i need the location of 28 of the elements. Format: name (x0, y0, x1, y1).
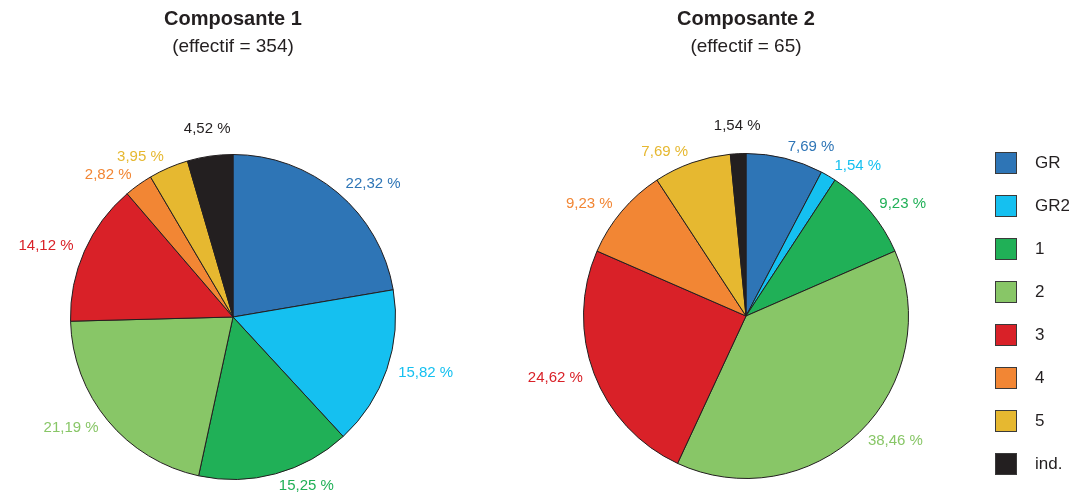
legend-label: 4 (1035, 368, 1045, 388)
chart-title: Composante 2 (676, 7, 816, 30)
data-label: 7,69 % (787, 136, 835, 154)
legend-label: GR2 (1035, 196, 1069, 216)
data-label: 1,54 % (834, 155, 882, 173)
data-label: 9,23 % (879, 193, 927, 211)
legend-label: 1 (1035, 239, 1045, 259)
data-label: 1,54 % (713, 116, 761, 134)
data-label: 21,19 % (43, 418, 99, 436)
chart-title: Composante 1 (163, 7, 303, 30)
data-label: 15,25 % (278, 475, 334, 493)
data-label: 38,46 % (867, 430, 923, 448)
legend-label: ind. (1035, 454, 1063, 474)
legend-label: 3 (1035, 325, 1045, 345)
chart-subtitle: (effectif = 65) (689, 35, 803, 57)
legend-label: 2 (1035, 282, 1045, 302)
data-label: 22,32 % (345, 173, 401, 191)
data-label: 15,82 % (398, 363, 454, 381)
data-label: 7,69 % (641, 141, 689, 159)
legend-label: 5 (1035, 411, 1045, 431)
data-label: 14,12 % (18, 236, 74, 254)
data-label: 4,52 % (183, 118, 231, 136)
data-label: 2,82 % (84, 165, 132, 183)
legend-label: GR (1035, 153, 1061, 173)
data-label: 24,62 % (527, 368, 583, 386)
data-label: 9,23 % (565, 193, 613, 211)
chart-subtitle: (effectif = 354) (171, 35, 295, 57)
data-label: 3,95 % (117, 146, 164, 164)
